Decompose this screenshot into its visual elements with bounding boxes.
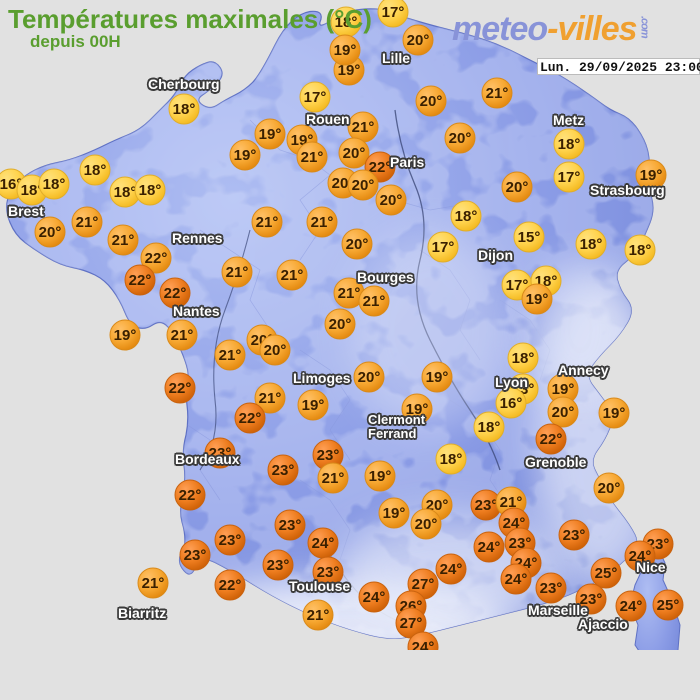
- svg-text:21°: 21°: [486, 85, 509, 102]
- svg-text:27°: 27°: [412, 576, 435, 593]
- svg-text:19°: 19°: [603, 405, 626, 422]
- svg-text:20°: 20°: [39, 224, 62, 241]
- svg-text:22°: 22°: [145, 250, 168, 267]
- svg-text:18°: 18°: [629, 242, 652, 259]
- svg-text:20°: 20°: [358, 369, 381, 386]
- svg-text:17°: 17°: [304, 89, 327, 106]
- svg-text:18°: 18°: [440, 451, 463, 468]
- svg-text:22°: 22°: [179, 487, 202, 504]
- svg-text:22°: 22°: [129, 272, 152, 289]
- svg-text:23°: 23°: [184, 547, 207, 564]
- svg-text:25°: 25°: [657, 597, 680, 614]
- svg-text:24°: 24°: [363, 589, 386, 606]
- svg-text:23°: 23°: [563, 527, 586, 544]
- svg-text:19°: 19°: [383, 505, 406, 522]
- svg-text:21°: 21°: [142, 575, 165, 592]
- svg-text:21°: 21°: [322, 470, 345, 487]
- svg-text:20°: 20°: [352, 177, 375, 194]
- svg-text:18°: 18°: [512, 350, 535, 367]
- svg-text:21°: 21°: [311, 214, 334, 231]
- svg-text:18°: 18°: [43, 176, 66, 193]
- svg-text:23°: 23°: [317, 447, 340, 464]
- svg-text:20°: 20°: [329, 316, 352, 333]
- svg-text:23°: 23°: [475, 497, 498, 514]
- svg-text:21°: 21°: [112, 232, 135, 249]
- svg-text:19°: 19°: [526, 291, 549, 308]
- svg-text:27°: 27°: [400, 615, 423, 632]
- svg-text:20°: 20°: [264, 342, 287, 359]
- svg-text:18°: 18°: [478, 419, 501, 436]
- svg-text:17°: 17°: [558, 169, 581, 186]
- svg-text:19°: 19°: [552, 381, 575, 398]
- svg-text:24°: 24°: [505, 571, 528, 588]
- svg-text:19°: 19°: [334, 42, 357, 59]
- svg-text:22°: 22°: [239, 410, 262, 427]
- svg-text:21°: 21°: [352, 119, 375, 136]
- svg-text:18°: 18°: [455, 208, 478, 225]
- svg-text:18°: 18°: [114, 184, 137, 201]
- svg-text:23°: 23°: [267, 557, 290, 574]
- svg-text:18°: 18°: [558, 136, 581, 153]
- svg-text:20°: 20°: [415, 516, 438, 533]
- svg-text:21°: 21°: [363, 293, 386, 310]
- svg-text:23°: 23°: [219, 532, 242, 549]
- svg-text:22°: 22°: [540, 431, 563, 448]
- svg-text:21°: 21°: [226, 264, 249, 281]
- svg-text:22°: 22°: [164, 285, 187, 302]
- svg-text:20°: 20°: [552, 404, 575, 421]
- svg-text:19°: 19°: [114, 327, 137, 344]
- svg-text:24°: 24°: [478, 539, 501, 556]
- svg-text:19°: 19°: [369, 468, 392, 485]
- svg-text:19°: 19°: [259, 126, 282, 143]
- svg-text:20°: 20°: [598, 480, 621, 497]
- svg-text:24°: 24°: [312, 535, 335, 552]
- svg-text:18°: 18°: [139, 182, 162, 199]
- svg-text:21°: 21°: [256, 214, 279, 231]
- svg-text:18°: 18°: [580, 236, 603, 253]
- svg-text:15°: 15°: [518, 229, 541, 246]
- svg-text:17°: 17°: [382, 4, 405, 21]
- svg-text:20°: 20°: [343, 145, 366, 162]
- svg-text:25°: 25°: [595, 565, 618, 582]
- svg-text:21°: 21°: [307, 607, 330, 624]
- svg-text:21°: 21°: [281, 267, 304, 284]
- svg-text:23°: 23°: [279, 517, 302, 534]
- svg-text:16°: 16°: [500, 395, 523, 412]
- svg-text:20°: 20°: [506, 179, 529, 196]
- svg-text:20°: 20°: [420, 93, 443, 110]
- svg-text:19°: 19°: [234, 147, 257, 164]
- svg-text:18°: 18°: [84, 162, 107, 179]
- svg-text:21°: 21°: [338, 285, 361, 302]
- svg-text:20°: 20°: [346, 236, 369, 253]
- svg-text:20°: 20°: [449, 130, 472, 147]
- svg-text:20°: 20°: [407, 32, 430, 49]
- svg-text:17°: 17°: [432, 239, 455, 256]
- svg-text:23°: 23°: [272, 462, 295, 479]
- svg-text:20°: 20°: [380, 192, 403, 209]
- svg-text:21°: 21°: [259, 390, 282, 407]
- svg-text:24°: 24°: [440, 561, 463, 578]
- svg-text:19°: 19°: [426, 369, 449, 386]
- svg-text:18°: 18°: [173, 101, 196, 118]
- svg-text:23°: 23°: [540, 580, 563, 597]
- svg-text:19°: 19°: [302, 397, 325, 414]
- svg-text:22°: 22°: [219, 577, 242, 594]
- svg-text:21°: 21°: [301, 149, 324, 166]
- svg-text:21°: 21°: [171, 327, 194, 344]
- svg-text:21°: 21°: [76, 214, 99, 231]
- svg-text:24°: 24°: [412, 639, 435, 650]
- svg-text:24°: 24°: [620, 598, 643, 615]
- svg-text:22°: 22°: [169, 380, 192, 397]
- svg-text:21°: 21°: [219, 347, 242, 364]
